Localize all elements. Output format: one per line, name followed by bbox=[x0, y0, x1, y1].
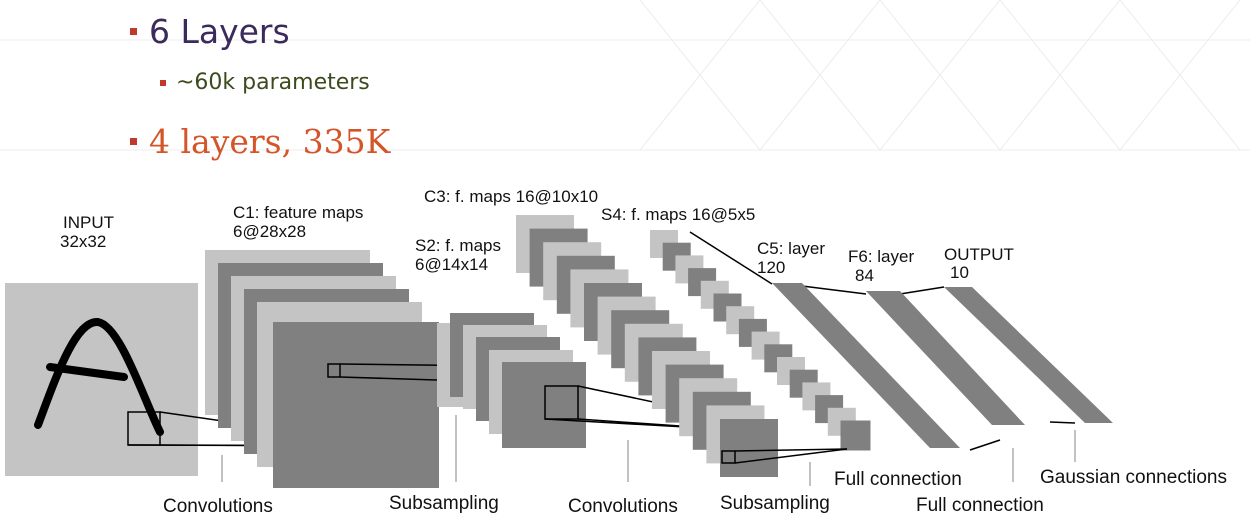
s2-feature-maps bbox=[437, 313, 586, 448]
output-label: OUTPUT bbox=[944, 245, 1014, 264]
s4-label: S4: f. maps 16@5x5 bbox=[601, 205, 755, 224]
s4-receptive-field bbox=[721, 448, 848, 464]
bullet-parameters: ~60k parameters bbox=[160, 70, 370, 95]
caption-gaussian-connections: Gaussian connections bbox=[1040, 467, 1227, 488]
c3-label: C3: f. maps 16@10x10 bbox=[424, 187, 598, 206]
f6-layer-bar bbox=[866, 291, 1025, 425]
input-size-label: 32x32 bbox=[60, 232, 106, 251]
caption-ticks bbox=[221, 415, 1076, 486]
c1-size-label: 6@28x28 bbox=[233, 222, 306, 241]
c3-map bbox=[720, 419, 778, 477]
caption-convolutions-2: Convolutions bbox=[568, 496, 678, 517]
caption-full-connection-2: Full connection bbox=[916, 495, 1044, 516]
dense-connection-lines bbox=[689, 231, 1076, 451]
s4-feature-maps bbox=[650, 230, 871, 451]
letter-a-glyph bbox=[34, 318, 164, 436]
bullet-marker-icon bbox=[130, 28, 137, 35]
c5-size-label: 120 bbox=[757, 258, 785, 277]
f6-size-label: 84 bbox=[855, 266, 874, 285]
input-label: INPUT bbox=[63, 213, 114, 232]
caption-subsampling-1: Subsampling bbox=[389, 493, 499, 514]
f6-label: F6: layer bbox=[848, 247, 914, 266]
caption-subsampling-2: Subsampling bbox=[720, 493, 830, 514]
c3-feature-maps bbox=[516, 215, 778, 477]
caption-convolutions-1: Convolutions bbox=[163, 496, 273, 517]
bullet-text: 6 Layers bbox=[149, 12, 290, 51]
c1-label: C1: feature maps bbox=[233, 203, 363, 222]
bullet-text: 4 layers, 335K bbox=[149, 122, 391, 161]
c1-feature-maps bbox=[205, 250, 439, 488]
caption-full-connection-1: Full connection bbox=[834, 469, 962, 490]
s2-size-label: 6@14x14 bbox=[415, 255, 488, 274]
bullet-marker-icon bbox=[130, 138, 137, 145]
bullet-six-layers: 6 Layers bbox=[130, 12, 290, 51]
s2-label: S2: f. maps bbox=[415, 236, 501, 255]
bullet-text: ~60k parameters bbox=[176, 70, 370, 95]
output-layer-bar bbox=[944, 287, 1113, 423]
input-image bbox=[5, 283, 198, 476]
bullet-marker-icon bbox=[160, 79, 166, 86]
c5-label: C5: layer bbox=[757, 239, 825, 258]
bullet-four-layers: 4 layers, 335K bbox=[130, 122, 390, 161]
c5-layer-bar bbox=[772, 283, 960, 448]
output-size-label: 10 bbox=[950, 263, 969, 282]
s4-map bbox=[840, 420, 871, 451]
